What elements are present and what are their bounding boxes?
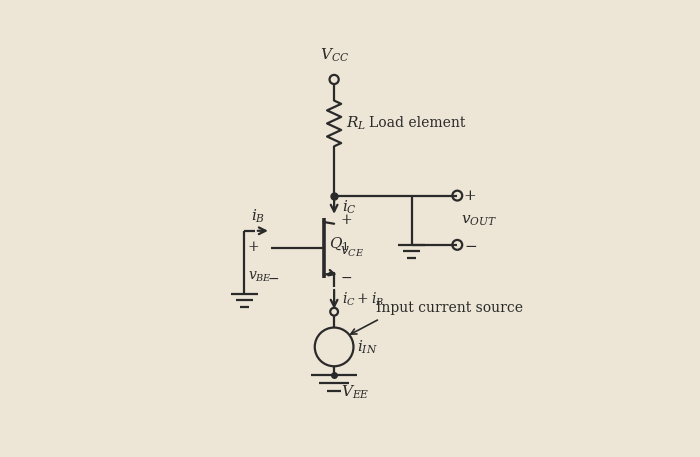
- Text: Input current source: Input current source: [377, 301, 524, 315]
- Text: $-$: $-$: [267, 271, 279, 285]
- Text: $i_B$: $i_B$: [251, 208, 265, 225]
- Text: $v_{BE}$: $v_{BE}$: [248, 269, 272, 284]
- Text: $R_L$: $R_L$: [346, 115, 367, 132]
- Text: +: +: [248, 239, 260, 254]
- Text: +: +: [463, 189, 477, 202]
- Text: $-$: $-$: [340, 270, 353, 283]
- Text: $V_{CC}$: $V_{CC}$: [320, 46, 349, 64]
- Text: $V_{EE}$: $V_{EE}$: [341, 384, 370, 401]
- Circle shape: [315, 328, 354, 366]
- Text: +: +: [340, 213, 352, 227]
- Text: $Q_1$: $Q_1$: [329, 235, 349, 251]
- Text: Load element: Load element: [370, 117, 466, 130]
- Text: $i_C$: $i_C$: [342, 198, 357, 216]
- Text: $v_{OUT}$: $v_{OUT}$: [461, 213, 497, 228]
- Text: $-$: $-$: [463, 237, 477, 252]
- Text: $v_{CE}$: $v_{CE}$: [340, 244, 365, 259]
- Text: $i_{IN}$: $i_{IN}$: [357, 338, 378, 356]
- Circle shape: [330, 308, 338, 316]
- Text: $i_C+i_B$: $i_C+i_B$: [342, 291, 384, 308]
